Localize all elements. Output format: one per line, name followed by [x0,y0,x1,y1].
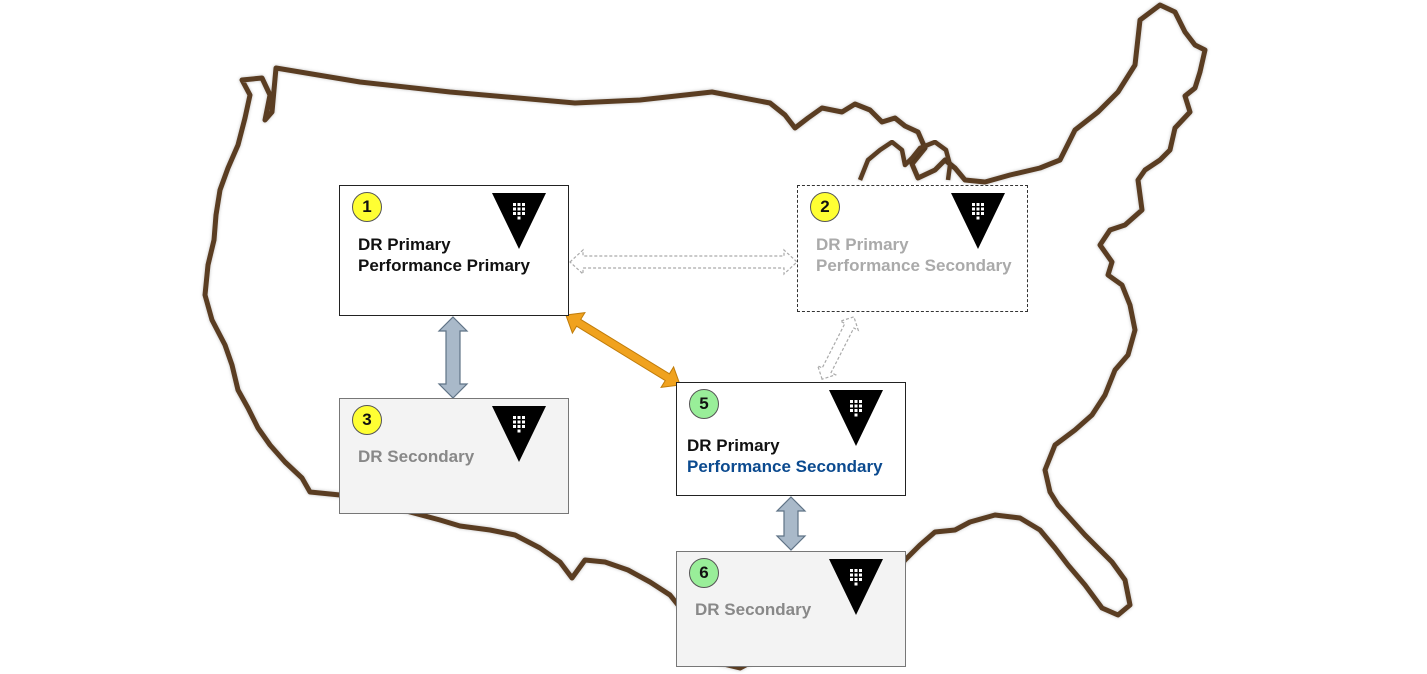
node-number-badge: 3 [352,405,382,435]
node-role-dr: DR Primary [816,235,909,254]
node-role-dr: DR Secondary [695,600,812,619]
node-5-dr-primary-performance-secondary: 5 DR Primary Performance Secondary [676,382,906,496]
connector-1-2 [569,248,798,276]
connector-1-3 [437,316,469,399]
connector-1-5 [565,311,681,389]
node-role-dr: DR Secondary [358,447,475,466]
connector-2-5 [816,316,860,380]
vault-logo-icon [829,559,883,615]
vault-logo-icon [829,390,883,446]
node-number-badge: 1 [352,192,382,222]
node-2-dr-primary-performance-secondary: 2 DR Primary Performance Secondary [797,185,1028,312]
node-role-performance: Performance Secondary [816,256,1012,275]
vault-logo-icon [492,193,546,249]
node-role-performance: Performance Secondary [687,457,883,476]
great-lakes-detail-path [857,139,953,181]
node-role-dr: DR Primary [358,235,451,254]
node-number-badge: 5 [689,389,719,419]
node-role-performance: Performance Primary [358,256,530,275]
node-6-dr-secondary: 6 DR Secondary [676,551,906,667]
connector-5-6 [775,496,807,551]
node-3-dr-secondary: 3 DR Secondary [339,398,569,514]
node-role-dr: DR Primary [687,436,780,455]
vault-logo-icon [951,193,1005,249]
node-1-dr-primary-performance-primary: 1 DR Primary Performance Primary [339,185,569,316]
node-number-badge: 6 [689,558,719,588]
vault-logo-icon [492,406,546,462]
node-number-badge: 2 [810,192,840,222]
